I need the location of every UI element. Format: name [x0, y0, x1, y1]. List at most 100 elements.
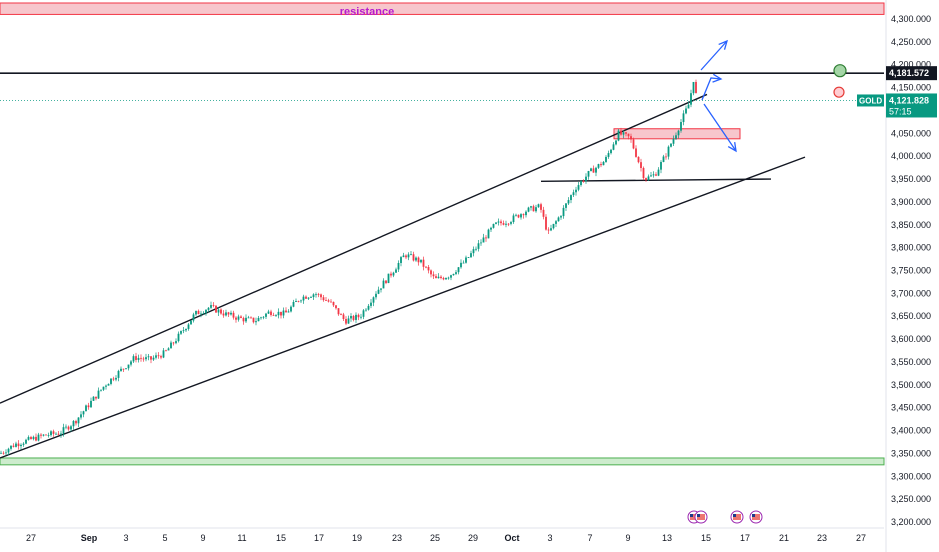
candle-body — [345, 318, 347, 324]
candle-body — [512, 215, 515, 223]
candle-body — [102, 386, 105, 390]
candle-body — [222, 313, 225, 316]
candle-body — [22, 443, 25, 445]
candle-body — [455, 272, 457, 274]
price-tick-label: 3,500.000 — [891, 380, 931, 390]
candle-body — [392, 272, 395, 276]
flag-stripe — [752, 514, 760, 520]
candle-body — [32, 436, 35, 440]
candle-body — [640, 162, 642, 168]
time-tick-label: Oct — [504, 533, 519, 543]
candle-body — [605, 156, 607, 162]
time-tick-label: 9 — [200, 533, 205, 543]
candle-body — [622, 132, 625, 135]
candle-body — [355, 314, 357, 320]
time-tick-label: 17 — [740, 533, 750, 543]
candle-body — [112, 378, 115, 380]
candle-body — [515, 214, 517, 216]
key-level-tag-text: 4,181.572 — [889, 68, 929, 78]
candle-body — [330, 301, 332, 303]
candle-body — [192, 314, 195, 321]
resistance-zone — [0, 2, 885, 15]
price-axis[interactable]: 4,300.0004,250.0004,200.0004,150.0004,10… — [885, 0, 931, 552]
candle-body — [562, 207, 565, 217]
candle-body — [20, 444, 22, 447]
price-tick-label: 3,700.000 — [891, 288, 931, 298]
candle-body — [540, 204, 542, 210]
candle-body — [555, 221, 557, 224]
current-price-tag-text: 4,121.828 — [889, 95, 929, 105]
bullish-continuation-arrow — [700, 39, 728, 71]
candle-body — [462, 262, 465, 264]
candle-body — [662, 156, 665, 162]
candle-body — [387, 273, 390, 284]
candle-body — [155, 355, 157, 358]
candle-body — [480, 242, 482, 244]
candle-body — [217, 309, 220, 313]
candle-body — [145, 357, 147, 360]
candle-body — [527, 207, 530, 212]
candle-body — [620, 130, 622, 135]
price-tick-label: 3,950.000 — [891, 174, 931, 184]
price-tick-label: 3,200.000 — [891, 517, 931, 527]
candle-body — [390, 273, 392, 276]
candle-body — [357, 314, 360, 318]
candle-body — [30, 437, 32, 440]
price-tick-label: 4,200.000 — [891, 60, 931, 70]
candle-body — [405, 255, 407, 258]
time-tick-label: 11 — [237, 533, 246, 543]
candle-body — [270, 311, 272, 316]
candle-body — [650, 175, 652, 177]
candle-body — [535, 207, 537, 212]
candle-body — [490, 227, 492, 230]
price-tick-label: 3,600.000 — [891, 334, 931, 344]
candle-body — [312, 294, 315, 298]
candle-body — [272, 315, 275, 316]
candle-body — [167, 348, 170, 351]
candle-body — [275, 315, 277, 317]
candle-body — [190, 320, 192, 325]
candle-body — [417, 257, 420, 263]
candle-body — [482, 237, 485, 243]
bearish-pullback-arrow-shaft — [703, 103, 737, 152]
candle-body — [377, 289, 380, 294]
candle-body — [590, 168, 592, 172]
candle-body — [685, 108, 687, 114]
candle-body — [467, 257, 470, 258]
candle-body — [290, 306, 292, 312]
candle-body — [0, 452, 2, 454]
candle-body — [70, 426, 72, 430]
candle-body — [7, 448, 10, 453]
candle-body — [5, 452, 7, 454]
bearish-pullback-arrow — [703, 103, 737, 153]
time-tick-label: 17 — [314, 533, 324, 543]
candle-body — [362, 310, 365, 317]
candle-body — [580, 181, 582, 186]
candle-body — [35, 436, 37, 441]
candle-body — [430, 270, 432, 275]
candle-body — [17, 443, 20, 447]
candle-body — [585, 176, 587, 182]
time-tick-label: 3 — [547, 533, 552, 543]
candle-body — [42, 434, 45, 436]
candle-body — [267, 311, 270, 314]
candle-body — [352, 315, 355, 320]
upper-channel-line — [0, 93, 708, 404]
candle-body — [610, 149, 612, 154]
candle-body — [85, 405, 87, 412]
bullish-retest-arrow — [701, 73, 723, 101]
current-price-tag — [886, 93, 937, 118]
candle-body — [242, 317, 245, 322]
candle-body — [532, 206, 535, 212]
candle-body — [410, 254, 412, 256]
time-axis[interactable]: 27 Sep 3 5 9 11 15 17 19 23 25 29 Oct 3 7 9 13 15 17 21 23 27 — [0, 527, 884, 543]
candle-body — [180, 331, 182, 334]
candle-body — [80, 414, 82, 418]
bullish-retest-arrow-shaft — [701, 77, 722, 101]
red-signal-circle — [833, 86, 845, 98]
candle-body — [570, 195, 572, 201]
candle-body — [465, 257, 467, 263]
candle-body — [25, 439, 27, 444]
